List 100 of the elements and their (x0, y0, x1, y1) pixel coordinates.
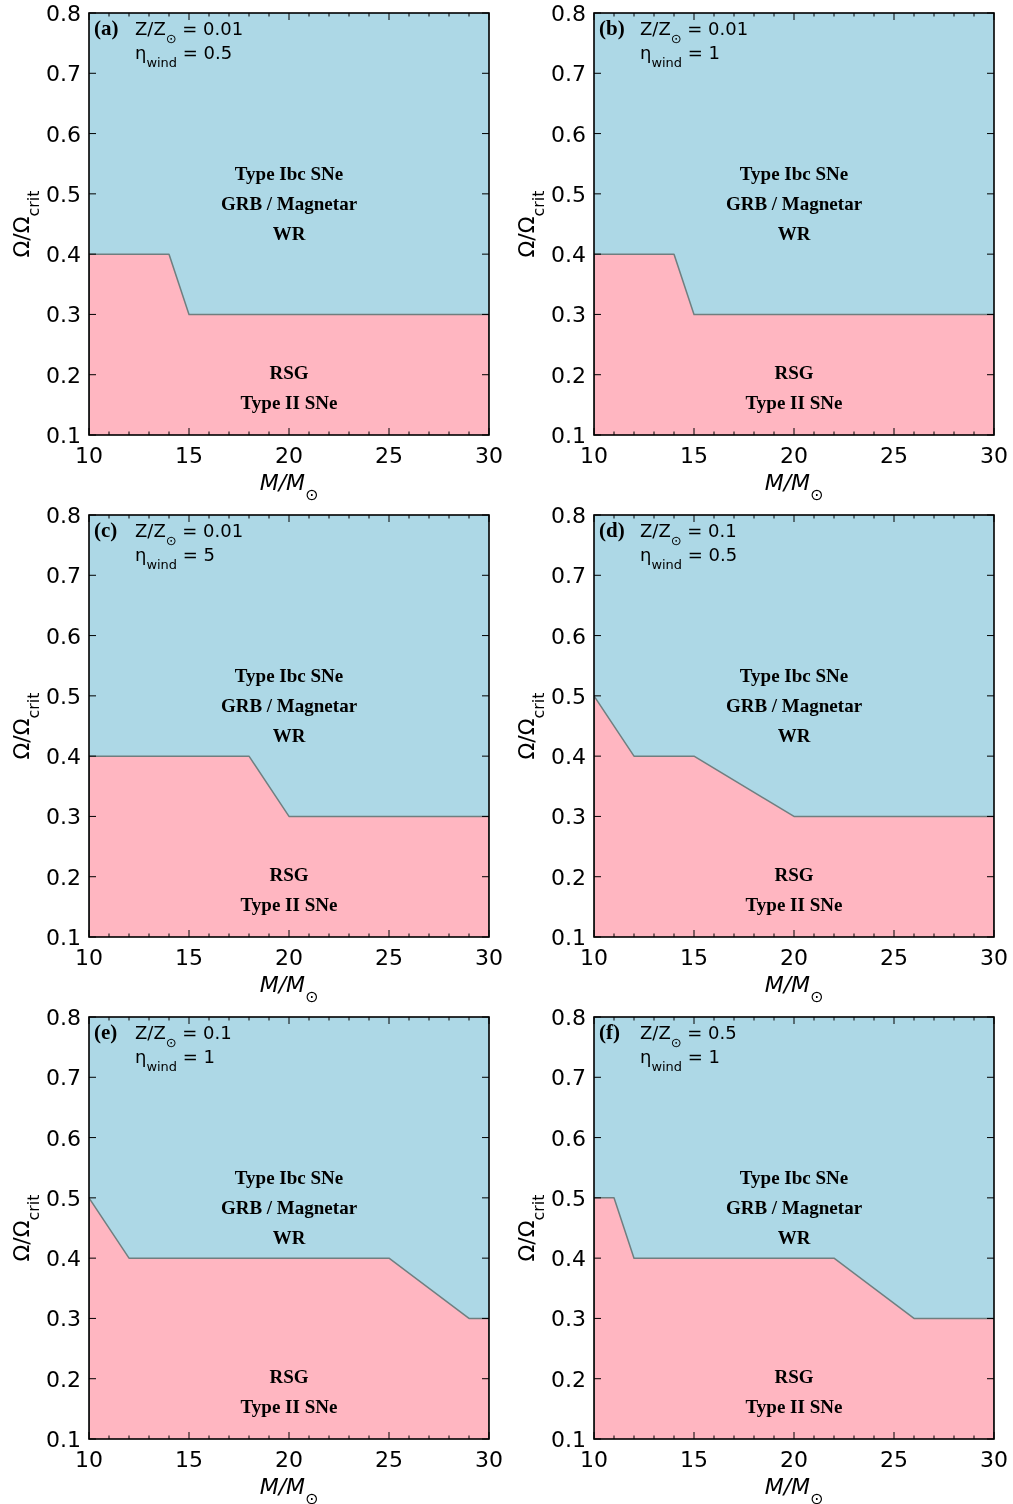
y-tick-label: 0.2 (551, 1366, 586, 1392)
annotation: RSG (774, 362, 814, 383)
x-axis-title: M/M$_{⊙}$ (764, 1474, 824, 1504)
x-tick-label: 20 (275, 1447, 303, 1472)
annotation: Type II SNe (745, 1396, 843, 1417)
y-tick-label: 0.5 (551, 181, 586, 207)
x-tick-label: 30 (475, 945, 503, 970)
x-tick-label: 20 (780, 443, 808, 468)
annotation: RSG (269, 1366, 309, 1387)
y-tick-label: 0.3 (46, 804, 81, 830)
y-tick-label: 0.8 (46, 1, 81, 26)
y-tick-label: 0.8 (46, 1005, 81, 1030)
y-tick-label: 0.4 (551, 242, 586, 268)
annotation: Type Ibc SNe (739, 1167, 849, 1188)
y-tick-label: 0.8 (46, 503, 81, 528)
x-tick-label: 25 (375, 443, 403, 468)
y-tick-label: 0.8 (551, 1005, 586, 1030)
x-tick-label: 30 (980, 945, 1008, 970)
x-tick-label: 20 (275, 443, 303, 468)
y-tick-label: 0.2 (46, 864, 81, 890)
annotation: (b) (599, 16, 625, 40)
x-tick-label: 25 (880, 945, 908, 970)
x-tick-label: 15 (680, 443, 708, 468)
annotation: Type Ibc SNe (234, 665, 344, 686)
x-axis-title: M/M$_{⊙}$ (259, 1474, 319, 1504)
annotation: (f) (599, 1020, 620, 1044)
y-tick-label: 0.6 (46, 121, 81, 147)
x-tick-label: 15 (175, 1447, 203, 1472)
y-tick-label: 0.4 (551, 744, 586, 770)
y-tick-label: 0.3 (551, 302, 586, 328)
y-tick-label: 0.7 (46, 61, 81, 87)
annotation: (d) (599, 518, 625, 542)
annotation: WR (272, 1227, 306, 1248)
annotation: Type II SNe (240, 392, 338, 413)
y-tick-label: 0.6 (46, 623, 81, 649)
y-tick-label: 0.5 (551, 683, 586, 709)
y-tick-label: 0.8 (551, 1, 586, 26)
x-tick-label: 30 (475, 443, 503, 468)
x-tick-label: 25 (880, 443, 908, 468)
x-tick-label: 30 (980, 1447, 1008, 1472)
x-tick-label: 20 (780, 945, 808, 970)
x-tick-label: 15 (175, 945, 203, 970)
x-tick-label: 20 (780, 1447, 808, 1472)
annotation: GRB / Magnetar (725, 695, 863, 716)
y-tick-label: 0.2 (46, 1366, 81, 1392)
y-tick-label: 0.7 (551, 61, 586, 87)
x-axis-title: M/M$_{⊙}$ (259, 972, 319, 1006)
annotation: Type II SNe (745, 392, 843, 413)
annotation: Type Ibc SNe (739, 163, 849, 184)
y-tick-label: 0.7 (551, 563, 586, 589)
annotation: WR (777, 1227, 811, 1248)
y-tick-label: 0.7 (46, 563, 81, 589)
y-tick-label: 0.5 (551, 1185, 586, 1211)
annotation: RSG (269, 864, 309, 885)
annotation: GRB / Magnetar (220, 695, 358, 716)
y-tick-label: 0.7 (46, 1065, 81, 1091)
annotation: (a) (94, 16, 119, 40)
x-tick-label: 25 (880, 1447, 908, 1472)
annotation: Type II SNe (240, 894, 338, 915)
annotation: GRB / Magnetar (725, 193, 863, 214)
annotation: Type II SNe (240, 1396, 338, 1417)
y-tick-label: 0.2 (46, 362, 81, 388)
annotation: RSG (774, 864, 814, 885)
annotation: Type II SNe (745, 894, 843, 915)
annotation: WR (272, 223, 306, 244)
annotation: (e) (94, 1020, 118, 1044)
annotation: WR (777, 223, 811, 244)
y-tick-label: 0.5 (46, 181, 81, 207)
y-tick-label: 0.6 (551, 121, 586, 147)
y-tick-label: 0.4 (46, 242, 81, 268)
x-axis-title: M/M$_{⊙}$ (764, 972, 824, 1006)
annotation: GRB / Magnetar (220, 1197, 358, 1218)
annotation: (c) (94, 518, 118, 542)
x-tick-label: 25 (375, 1447, 403, 1472)
y-tick-label: 0.3 (46, 1306, 81, 1332)
annotation: WR (777, 725, 811, 746)
annotation: GRB / Magnetar (220, 193, 358, 214)
y-tick-label: 0.6 (46, 1125, 81, 1151)
x-axis-title: M/M$_{⊙}$ (259, 470, 319, 504)
y-tick-label: 0.8 (551, 503, 586, 528)
annotation: Type Ibc SNe (234, 1167, 344, 1188)
annotation: RSG (269, 362, 309, 383)
y-tick-label: 0.4 (551, 1246, 586, 1272)
y-tick-label: 0.5 (46, 1185, 81, 1211)
x-tick-label: 25 (375, 945, 403, 970)
annotation: Type Ibc SNe (234, 163, 344, 184)
y-tick-label: 0.5 (46, 683, 81, 709)
y-tick-label: 0.2 (551, 362, 586, 388)
annotation: RSG (774, 1366, 814, 1387)
y-tick-label: 0.3 (551, 804, 586, 830)
x-tick-label: 15 (680, 1447, 708, 1472)
y-tick-label: 0.3 (46, 302, 81, 328)
x-tick-label: 20 (275, 945, 303, 970)
x-axis-title: M/M$_{⊙}$ (764, 470, 824, 504)
y-tick-label: 0.2 (551, 864, 586, 890)
x-tick-label: 30 (475, 1447, 503, 1472)
y-tick-label: 0.4 (46, 1246, 81, 1272)
x-tick-label: 15 (680, 945, 708, 970)
annotation: Type Ibc SNe (739, 665, 849, 686)
annotation: WR (272, 725, 306, 746)
